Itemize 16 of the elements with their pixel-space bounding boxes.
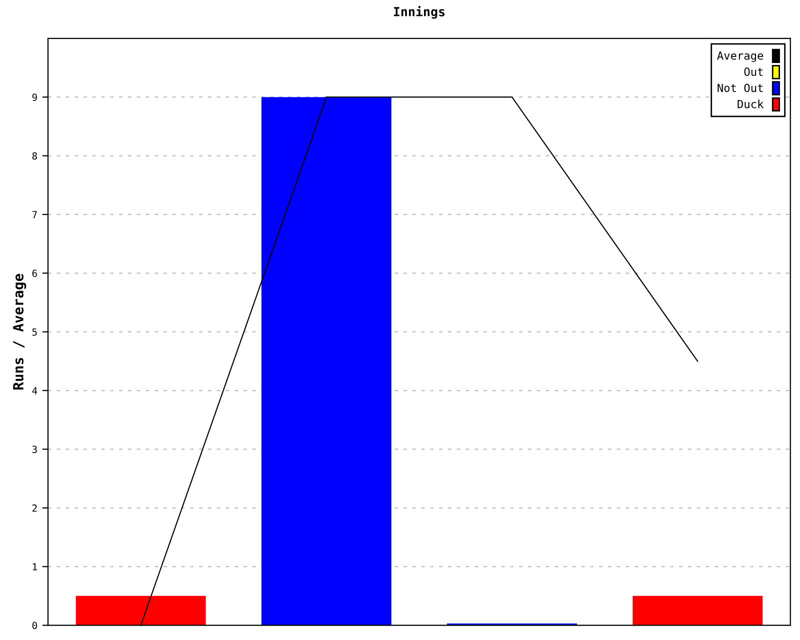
legend-label: Not Out: [718, 84, 763, 92]
y-tick-label: 0: [32, 622, 37, 630]
y-tick-label: 3: [32, 446, 37, 454]
legend-label: Duck: [738, 100, 764, 108]
legend-label: Out: [744, 68, 763, 76]
y-tick-label: 1: [32, 563, 37, 570]
y-tick-label: 8: [32, 152, 37, 160]
y-axis-title: Runs / Average: [13, 274, 26, 390]
y-tick-label: 2: [32, 504, 37, 512]
y-tick-label: 7: [32, 211, 37, 218]
y-tick-label: 5: [32, 328, 37, 336]
y-tick-label: 9: [32, 94, 37, 101]
legend-label: Average: [717, 52, 764, 62]
y-tick-label: 4: [32, 387, 38, 394]
chart-title: Innings: [394, 6, 445, 19]
y-tick-label: 6: [32, 270, 37, 278]
